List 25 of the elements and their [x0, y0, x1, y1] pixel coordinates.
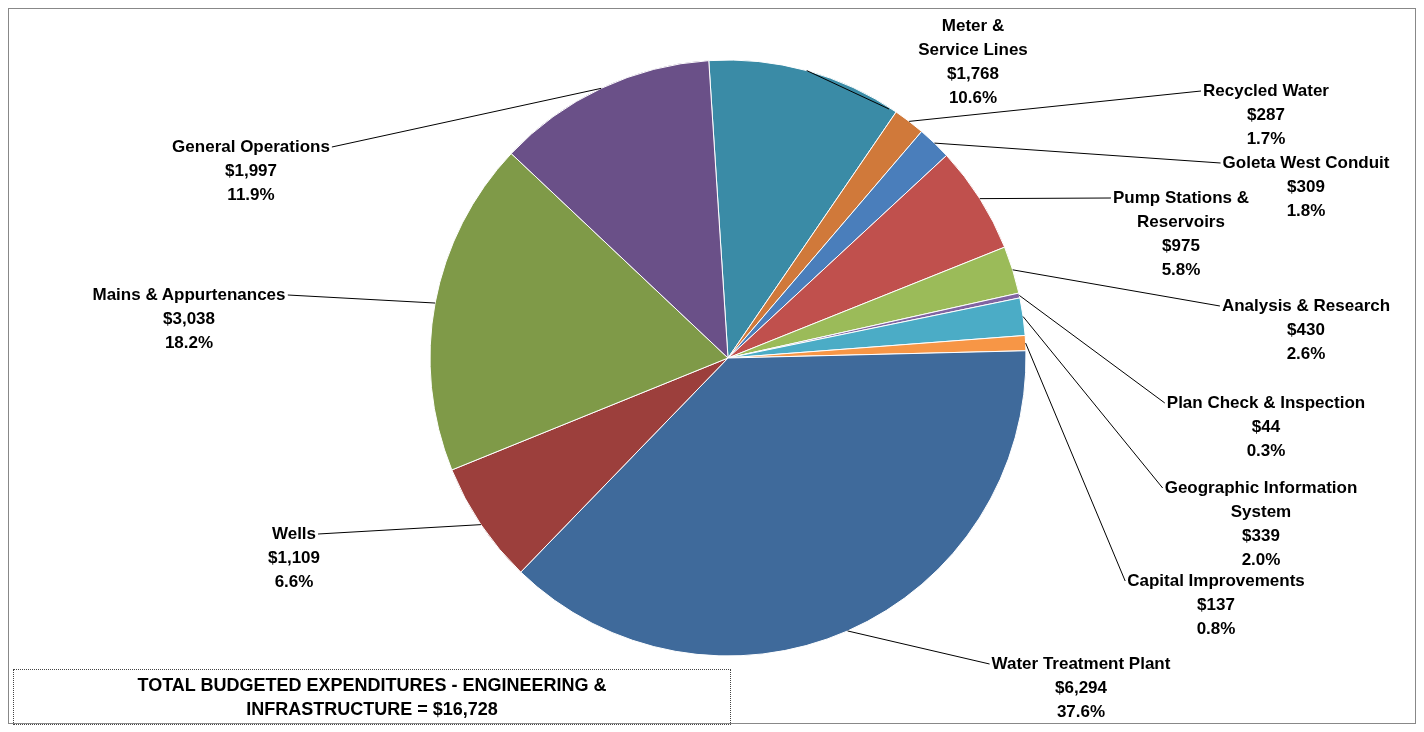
slice-label: Geographic Information System	[1164, 478, 1358, 521]
slice-label: Plan Check & Inspection	[1166, 393, 1366, 412]
slice-label: Capital Improvements	[1127, 571, 1305, 590]
data-label: $3,038 18.2%	[163, 309, 215, 352]
data-label: $137 0.8%	[1196, 595, 1236, 638]
slice-label: Goleta West Conduit	[1222, 153, 1390, 172]
slice-label: Recycled Water	[1203, 81, 1330, 100]
data-label: $287 1.7%	[1246, 105, 1286, 148]
data-label: $339 2.0%	[1241, 526, 1281, 569]
data-label: $309 1.8%	[1286, 177, 1326, 220]
data-label: $975 5.8%	[1161, 236, 1201, 279]
slice-label: Pump Stations & Reservoirs	[1112, 188, 1250, 231]
slice-label: Mains & Appurtenances	[92, 285, 286, 304]
data-label: $6,294 37.6%	[1055, 678, 1108, 721]
data-label: $44 0.3%	[1246, 417, 1286, 460]
data-label: $1,768 10.6%	[947, 64, 999, 107]
slice-label: Water Treatment Plant	[991, 654, 1171, 673]
slice-label: Wells	[271, 524, 317, 543]
data-label: $430 2.6%	[1286, 320, 1326, 363]
text: TOTAL BUDGETED EXPENDITURES - ENGINEERING & INFRASTRUCTURE = $16,728	[13, 669, 731, 725]
data-label: $1,109 6.6%	[268, 548, 320, 591]
data-label: $1,997 11.9%	[225, 161, 277, 204]
slice-label: General Operations	[172, 137, 330, 156]
slice-label: Meter & Service Lines	[918, 16, 1028, 59]
slice-label: Analysis & Research	[1221, 296, 1391, 315]
